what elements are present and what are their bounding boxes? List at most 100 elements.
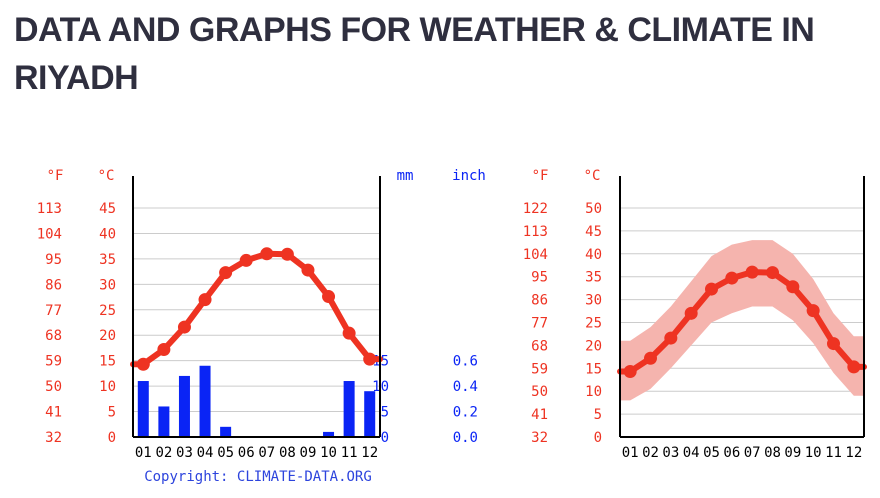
f-tick-label: 95: [531, 270, 548, 286]
c-tick-label: 15: [99, 354, 116, 370]
month-tick-label: 08: [279, 445, 296, 461]
f-tick-label: 113: [37, 201, 62, 217]
f-tick-label: 41: [45, 405, 62, 421]
inch-tick-label: 0.0: [453, 430, 478, 446]
f-tick-label: 68: [45, 328, 62, 344]
f-tick-label: 32: [531, 430, 548, 446]
month-tick-label: 10: [805, 445, 822, 461]
climate-grid: [133, 207, 380, 413]
temp-avg-point: [786, 280, 800, 294]
temp-avg-point: [705, 282, 718, 296]
month-tick-label: 06: [238, 445, 255, 461]
month-tick-label: 09: [300, 445, 317, 461]
temperature-points: [136, 247, 377, 371]
c-tick-label: 50: [585, 201, 602, 217]
precip-bar: [158, 406, 170, 437]
climate-month-ticks: 01 02 03 04 05 06 07 08 09 10 11 12: [135, 445, 378, 461]
c-tick-label: 20: [585, 338, 602, 354]
c-tick-label: 25: [99, 303, 116, 319]
month-tick-label: 03: [662, 445, 679, 461]
month-tick-label: 01: [622, 445, 639, 461]
precip-bar: [178, 375, 190, 437]
mm-tick-label: 0: [381, 430, 389, 446]
month-tick-label: 07: [744, 445, 761, 461]
climate-f-ticks: 113 104 95 86 77 68 59 50 41 32: [37, 201, 62, 446]
temperature-point: [157, 342, 171, 356]
mm-axis-label: mm: [397, 168, 414, 184]
precip-bar: [364, 391, 376, 437]
inch-tick-label: 0.6: [453, 354, 478, 370]
f-tick-label: 122: [523, 201, 548, 217]
month-tick-label: 04: [197, 445, 214, 461]
temp-axes: [619, 176, 865, 438]
month-tick-label: 05: [703, 445, 720, 461]
temp-avg-point: [664, 331, 678, 345]
temp-avg-point: [766, 266, 779, 280]
temp-avg-point: [623, 365, 637, 379]
c-tick-label: 30: [99, 277, 116, 293]
c-tick-label: 20: [99, 328, 116, 344]
temperature-point: [136, 357, 150, 371]
precip-bar: [199, 365, 211, 437]
f-tick-label: 50: [45, 379, 62, 395]
precipitation-bars: [137, 365, 376, 437]
precip-bar: [220, 426, 232, 437]
f-tick-label: 68: [531, 338, 548, 354]
inch-axis-label: inch: [452, 168, 486, 184]
climate-axes: [132, 176, 381, 438]
c-tick-label: 15: [585, 361, 602, 377]
c-tick-label: 35: [585, 270, 602, 286]
temp-avg-points: [623, 265, 861, 379]
temperature-point: [322, 290, 336, 304]
f-tick-label: 32: [45, 430, 62, 446]
month-tick-label: 05: [217, 445, 234, 461]
month-tick-label: 12: [845, 445, 862, 461]
temperature-point: [177, 320, 191, 334]
f-tick-label: 104: [37, 226, 62, 242]
temp-f-axis-label: °F: [532, 168, 549, 184]
temperature-point: [301, 263, 315, 277]
f-tick-label: 86: [45, 277, 62, 293]
c-tick-label: 45: [99, 201, 116, 217]
temp-avg-point: [745, 265, 759, 279]
f-tick-label: 59: [45, 354, 62, 370]
month-tick-label: 11: [341, 445, 358, 461]
c-axis-label: °C: [98, 168, 115, 184]
month-tick-label: 07: [258, 445, 275, 461]
f-tick-label: 50: [531, 384, 548, 400]
temperature-point: [239, 253, 253, 267]
f-tick-label: 59: [531, 361, 548, 377]
copyright-link[interactable]: Copyright: CLIMATE-DATA.ORG: [144, 469, 372, 485]
month-tick-label: 01: [135, 445, 152, 461]
month-tick-label: 03: [176, 445, 193, 461]
c-tick-label: 40: [585, 247, 602, 263]
month-tick-label: 02: [642, 445, 659, 461]
temperature-point: [363, 352, 377, 366]
c-tick-label: 10: [99, 379, 116, 395]
c-tick-label: 25: [585, 316, 602, 332]
temp-avg-point: [684, 306, 698, 320]
temp-range-band: [620, 240, 864, 401]
page-title: DATA AND GRAPHS FOR WEATHER & CLIMATE IN…: [14, 11, 815, 97]
inch-tick-label: 0.2: [453, 405, 478, 421]
c-tick-label: 40: [99, 226, 116, 242]
temp-f-ticks: 122 113 104 95 86 77 68 59 50 41 32: [523, 201, 548, 446]
month-tick-label: 12: [361, 445, 378, 461]
f-tick-label: 95: [45, 252, 62, 268]
inch-tick-label: 0.4: [453, 379, 478, 395]
f-tick-label: 86: [531, 293, 548, 309]
f-tick-label: 77: [45, 303, 62, 319]
month-tick-label: 10: [320, 445, 337, 461]
c-tick-label: 0: [108, 430, 116, 446]
precip-bar: [323, 431, 335, 437]
f-tick-label: 77: [531, 316, 548, 332]
month-tick-label: 06: [723, 445, 740, 461]
precip-bar: [343, 381, 355, 437]
c-tick-label: 35: [99, 252, 116, 268]
temp-avg-point: [644, 351, 657, 365]
month-tick-label: 11: [825, 445, 842, 461]
